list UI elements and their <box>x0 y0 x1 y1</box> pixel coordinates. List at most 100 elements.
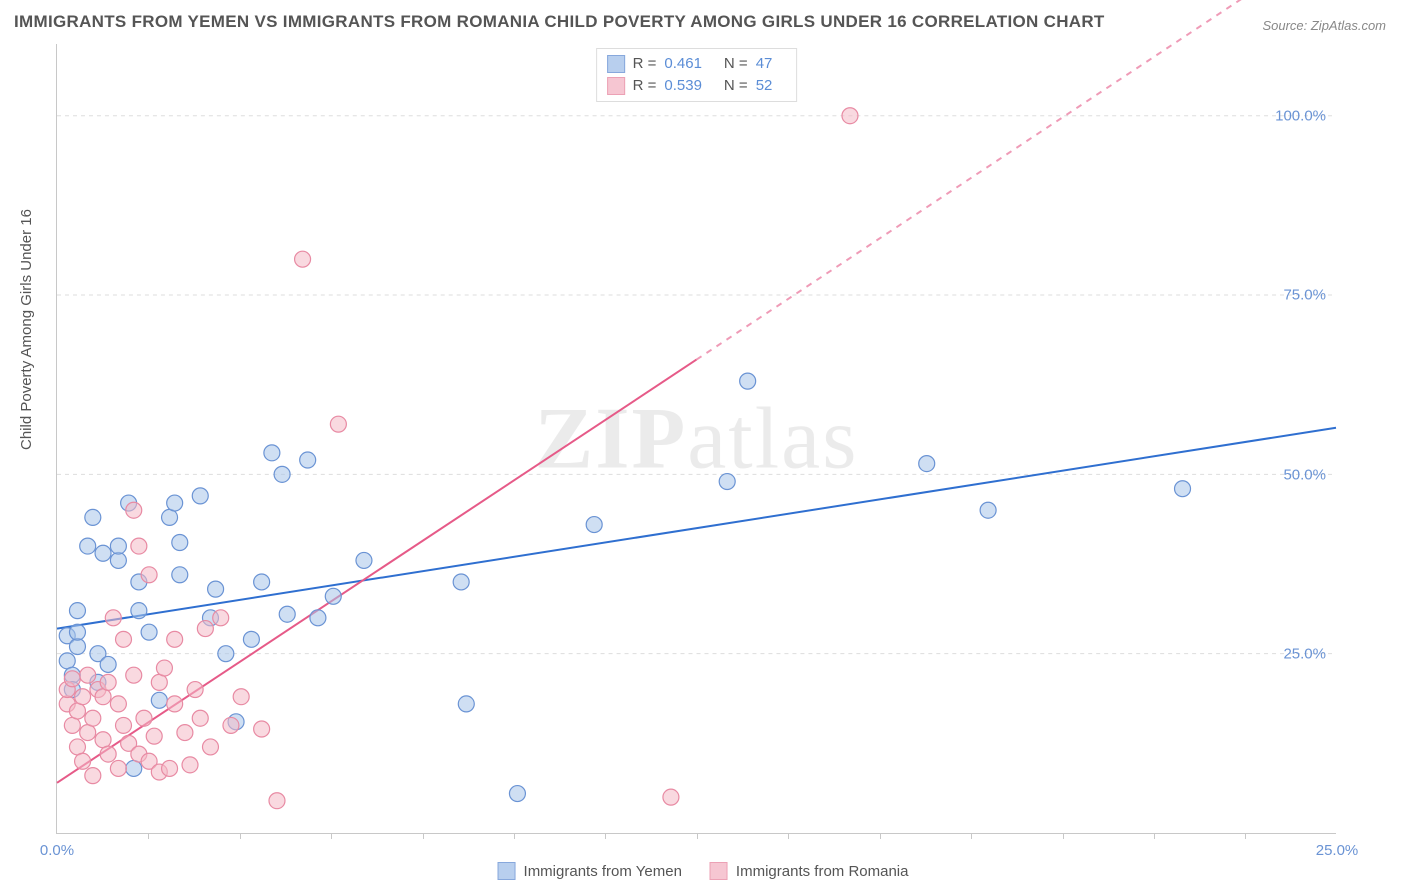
scatter-point <box>356 552 372 568</box>
scatter-point <box>300 452 316 468</box>
scatter-point <box>100 674 116 690</box>
scatter-point <box>187 682 203 698</box>
x-tick-label: 0.0% <box>40 842 74 859</box>
plot-area: ZIPatlas R = 0.461 N = 47 R = 0.539 N = … <box>56 44 1336 834</box>
scatter-point <box>233 689 249 705</box>
source-attribution: Source: ZipAtlas.com <box>1262 18 1386 33</box>
x-minor-tick <box>240 833 241 839</box>
x-minor-tick <box>148 833 149 839</box>
scatter-point <box>136 710 152 726</box>
scatter-point <box>116 717 132 733</box>
scatter-point <box>254 721 270 737</box>
chart-title: IMMIGRANTS FROM YEMEN VS IMMIGRANTS FROM… <box>14 12 1105 32</box>
scatter-point <box>586 517 602 533</box>
scatter-point <box>842 108 858 124</box>
legend-item-romania: Immigrants from Romania <box>710 862 909 880</box>
scatter-point <box>310 610 326 626</box>
scatter-point <box>64 717 80 733</box>
scatter-point <box>69 703 85 719</box>
scatter-point <box>110 760 126 776</box>
scatter-point <box>95 545 111 561</box>
scatter-point <box>80 725 96 741</box>
scatter-point <box>269 793 285 809</box>
scatter-point <box>151 692 167 708</box>
scatter-point <box>453 574 469 590</box>
scatter-point <box>177 725 193 741</box>
scatter-point <box>167 495 183 511</box>
scatter-point <box>740 373 756 389</box>
scatter-point <box>156 660 172 676</box>
scatter-point <box>213 610 229 626</box>
scatter-point <box>218 646 234 662</box>
x-minor-tick <box>1245 833 1246 839</box>
scatter-point <box>116 631 132 647</box>
scatter-point <box>182 757 198 773</box>
series-legend: Immigrants from Yemen Immigrants from Ro… <box>498 862 909 880</box>
x-minor-tick <box>423 833 424 839</box>
scatter-point <box>172 535 188 551</box>
scatter-point <box>162 760 178 776</box>
scatter-point <box>131 603 147 619</box>
scatter-point <box>110 538 126 554</box>
scatter-point <box>980 502 996 518</box>
x-minor-tick <box>1063 833 1064 839</box>
scatter-point <box>919 456 935 472</box>
legend-label-romania: Immigrants from Romania <box>736 863 909 880</box>
x-minor-tick <box>1154 833 1155 839</box>
x-minor-tick <box>331 833 332 839</box>
x-minor-tick <box>788 833 789 839</box>
scatter-point <box>59 653 75 669</box>
scatter-point <box>279 606 295 622</box>
scatter-point <box>75 753 91 769</box>
legend-label-yemen: Immigrants from Yemen <box>524 863 682 880</box>
scatter-point <box>146 728 162 744</box>
scatter-point <box>509 786 525 802</box>
scatter-point <box>254 574 270 590</box>
scatter-point <box>208 581 224 597</box>
scatter-point <box>192 710 208 726</box>
x-minor-tick <box>880 833 881 839</box>
scatter-point <box>167 696 183 712</box>
scatter-point <box>75 689 91 705</box>
scatter-point <box>197 621 213 637</box>
scatter-point <box>663 789 679 805</box>
x-tick-label: 25.0% <box>1316 842 1359 859</box>
scatter-point <box>110 552 126 568</box>
scatter-point <box>110 696 126 712</box>
scatter-point <box>243 631 259 647</box>
scatter-point <box>264 445 280 461</box>
y-tick-label: 25.0% <box>1283 646 1326 663</box>
x-minor-tick <box>971 833 972 839</box>
x-minor-tick <box>514 833 515 839</box>
scatter-point <box>151 674 167 690</box>
scatter-point <box>95 732 111 748</box>
scatter-point <box>162 509 178 525</box>
scatter-point <box>223 717 239 733</box>
scatter-point <box>69 624 85 640</box>
scatter-point <box>95 689 111 705</box>
scatter-point <box>330 416 346 432</box>
scatter-point <box>69 739 85 755</box>
scatter-point <box>167 631 183 647</box>
y-tick-label: 50.0% <box>1283 466 1326 483</box>
legend-item-yemen: Immigrants from Yemen <box>498 862 682 880</box>
scatter-point <box>69 639 85 655</box>
chart-container: IMMIGRANTS FROM YEMEN VS IMMIGRANTS FROM… <box>0 0 1406 892</box>
scatter-point <box>85 768 101 784</box>
scatter-point <box>85 710 101 726</box>
scatter-point <box>64 671 80 687</box>
scatter-point <box>458 696 474 712</box>
scatter-point <box>202 739 218 755</box>
scatter-point <box>131 538 147 554</box>
scatter-point <box>126 502 142 518</box>
scatter-point <box>325 588 341 604</box>
scatter-point <box>80 667 96 683</box>
scatter-point <box>126 667 142 683</box>
scatter-point <box>126 760 142 776</box>
scatter-point <box>85 509 101 525</box>
scatter-point <box>719 474 735 490</box>
swatch-romania-icon <box>710 862 728 880</box>
y-tick-label: 100.0% <box>1275 107 1326 124</box>
scatter-point <box>295 251 311 267</box>
scatter-point <box>141 624 157 640</box>
